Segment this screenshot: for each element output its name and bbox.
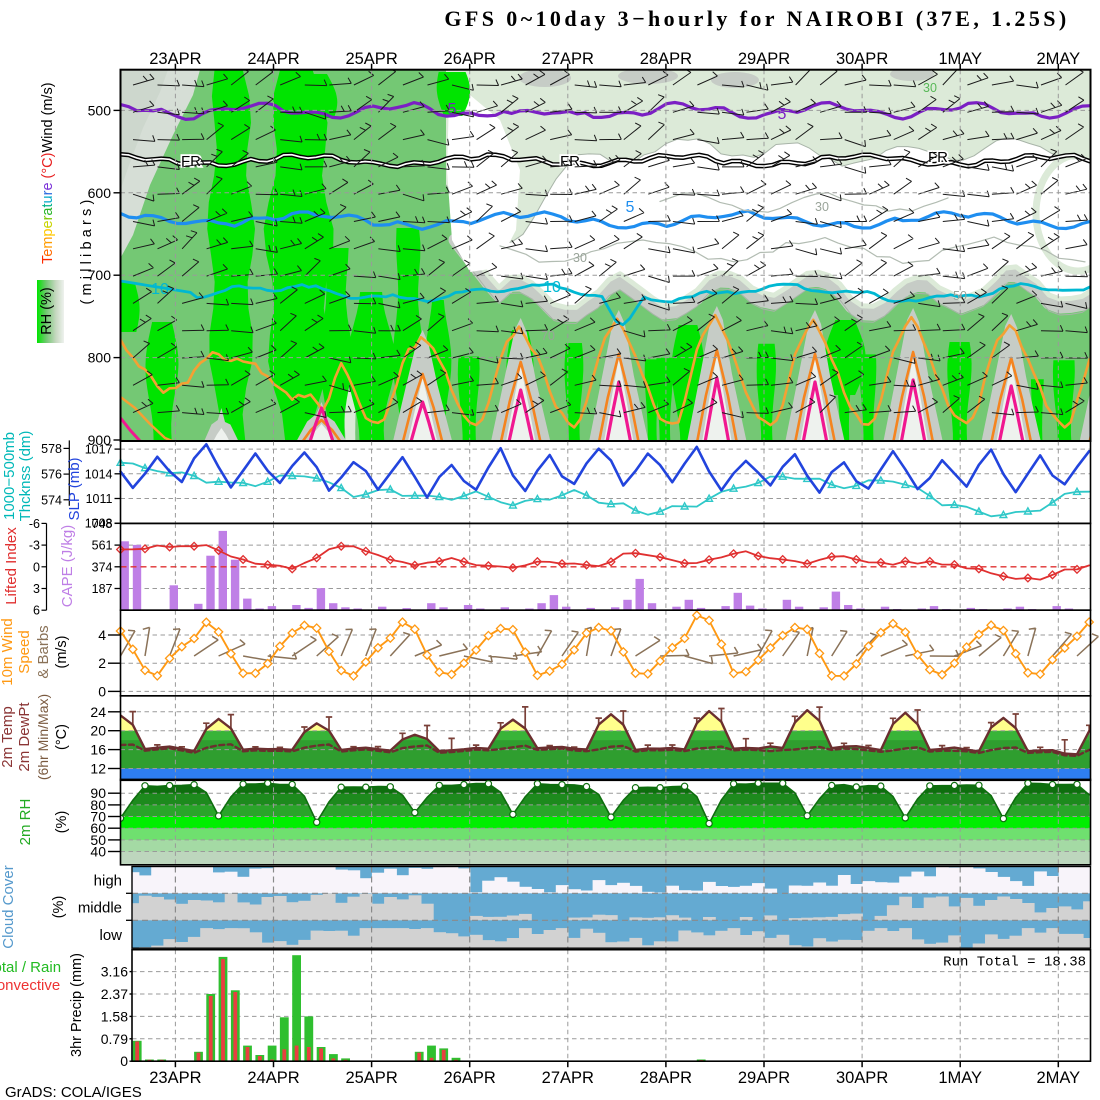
svg-text:561: 561 xyxy=(92,539,113,553)
svg-text:& Barbs: & Barbs xyxy=(35,625,52,678)
svg-text:1000−500mb: 1000−500mb xyxy=(1,432,18,520)
svg-text:0: 0 xyxy=(98,683,106,699)
svg-text:24: 24 xyxy=(90,704,106,720)
svg-text:3: 3 xyxy=(33,582,40,596)
svg-text:16: 16 xyxy=(90,742,106,758)
svg-text:80: 80 xyxy=(90,797,106,813)
svg-text:600: 600 xyxy=(88,185,112,201)
svg-text:30APR: 30APR xyxy=(836,50,888,68)
svg-text:30: 30 xyxy=(573,251,587,265)
svg-text:26APR: 26APR xyxy=(444,50,496,68)
svg-text:Lifted Index: Lifted Index xyxy=(3,527,20,605)
svg-text:23APR: 23APR xyxy=(149,50,201,68)
svg-text:24APR: 24APR xyxy=(247,1069,299,1087)
svg-text:5: 5 xyxy=(778,106,787,123)
svg-text:29APR: 29APR xyxy=(738,1069,790,1087)
svg-text:574: 574 xyxy=(41,493,62,507)
svg-text:40: 40 xyxy=(90,844,106,860)
svg-text:5: 5 xyxy=(448,101,457,118)
svg-text:25APR: 25APR xyxy=(345,50,397,68)
svg-text:Total / Rain: Total / Rain xyxy=(0,959,61,976)
svg-text:RH (%): RH (%) xyxy=(39,287,55,335)
svg-text:20: 20 xyxy=(90,723,106,739)
svg-text:50: 50 xyxy=(90,832,106,848)
svg-text:0: 0 xyxy=(33,560,40,574)
svg-text:(%): (%) xyxy=(54,811,70,834)
svg-text:3hr Precip (mm): 3hr Precip (mm) xyxy=(69,953,85,1057)
svg-text:0: 0 xyxy=(120,1053,128,1069)
svg-text:30: 30 xyxy=(923,81,937,95)
svg-text:1011: 1011 xyxy=(86,492,113,506)
svg-text:(%): (%) xyxy=(51,896,67,919)
svg-text:28APR: 28APR xyxy=(640,50,692,68)
svg-text:(°C): (°C) xyxy=(54,724,70,750)
svg-text:60: 60 xyxy=(90,820,106,836)
svg-text:12: 12 xyxy=(90,761,106,777)
svg-text:25APR: 25APR xyxy=(345,1069,397,1087)
svg-text:3.16: 3.16 xyxy=(101,964,128,980)
svg-text:2m DewPt: 2m DewPt xyxy=(16,702,33,772)
svg-text:1MAY: 1MAY xyxy=(938,1069,982,1087)
svg-text:30: 30 xyxy=(815,200,829,214)
svg-text:27APR: 27APR xyxy=(542,50,594,68)
svg-text:Speed: Speed xyxy=(16,630,33,673)
svg-text:2MAY: 2MAY xyxy=(1036,1069,1080,1087)
svg-text:SLP (mb): SLP (mb) xyxy=(66,457,83,520)
svg-text:30APR: 30APR xyxy=(836,1069,888,1087)
svg-text:(m/s): (m/s) xyxy=(54,635,70,668)
svg-text:1014: 1014 xyxy=(85,467,113,481)
svg-text:26APR: 26APR xyxy=(444,1069,496,1087)
svg-text:27APR: 27APR xyxy=(542,1069,594,1087)
svg-text:Cloud Cover: Cloud Cover xyxy=(0,865,17,948)
svg-text:576: 576 xyxy=(41,468,62,482)
svg-text:1008: 1008 xyxy=(85,517,113,531)
svg-text:578: 578 xyxy=(41,442,62,456)
svg-text:23APR: 23APR xyxy=(149,1069,201,1087)
svg-text:-3: -3 xyxy=(29,539,40,553)
svg-text:1MAY: 1MAY xyxy=(938,50,982,68)
svg-text:800: 800 xyxy=(88,350,112,366)
svg-text:low: low xyxy=(99,927,122,944)
svg-text:GFS 0~10day 3−hourly for NAIRO: GFS 0~10day 3−hourly for NAIROBI (37E, 1… xyxy=(444,6,1069,31)
svg-text:2.37: 2.37 xyxy=(101,986,128,1002)
svg-text:700: 700 xyxy=(88,267,112,283)
svg-text:4: 4 xyxy=(98,627,106,643)
svg-text:748: 748 xyxy=(92,517,113,531)
svg-text:Thcknss (dm): Thcknss (dm) xyxy=(17,431,34,522)
svg-text:70: 70 xyxy=(541,329,555,343)
svg-text:1017: 1017 xyxy=(85,443,113,457)
svg-text:high: high xyxy=(94,872,122,889)
svg-text:GrADS: COLA/IGES: GrADS: COLA/IGES xyxy=(5,1084,142,1100)
svg-text:middle: middle xyxy=(78,899,122,916)
svg-text:1.58: 1.58 xyxy=(101,1008,128,1024)
svg-text:90: 90 xyxy=(90,785,106,801)
svg-text:2m Temp: 2m Temp xyxy=(0,706,16,767)
svg-text:FR: FR xyxy=(181,153,201,170)
svg-text:Temperature (°C)Wind (m/s): Temperature (°C)Wind (m/s) xyxy=(40,82,56,264)
svg-text:(6hr Min/Max): (6hr Min/Max) xyxy=(35,694,51,780)
svg-text:CAPE (J/kg): CAPE (J/kg) xyxy=(59,525,76,608)
svg-text:29APR: 29APR xyxy=(738,50,790,68)
svg-text:10: 10 xyxy=(151,281,169,298)
svg-text:374: 374 xyxy=(92,560,113,574)
svg-text:Run Total = 18.38: Run Total = 18.38 xyxy=(943,955,1086,971)
svg-text:24APR: 24APR xyxy=(247,50,299,68)
svg-text:900: 900 xyxy=(88,432,112,448)
svg-text:70: 70 xyxy=(90,809,106,825)
svg-text:500: 500 xyxy=(88,102,112,118)
svg-text:28APR: 28APR xyxy=(640,1069,692,1087)
svg-text:2MAY: 2MAY xyxy=(1036,50,1080,68)
svg-text:(millibars): (millibars) xyxy=(79,195,95,304)
svg-text:10m Wind: 10m Wind xyxy=(0,618,16,686)
svg-text:FR: FR xyxy=(928,149,948,166)
svg-text:2m RH: 2m RH xyxy=(17,799,34,846)
svg-text:6: 6 xyxy=(33,604,40,618)
svg-text:187: 187 xyxy=(92,582,113,596)
svg-text:0.79: 0.79 xyxy=(101,1031,128,1047)
svg-text:10: 10 xyxy=(543,279,561,296)
svg-text:Convective: Convective xyxy=(0,977,60,994)
svg-text:5: 5 xyxy=(626,199,635,216)
svg-text:-6: -6 xyxy=(29,517,40,531)
svg-text:2: 2 xyxy=(98,655,106,671)
